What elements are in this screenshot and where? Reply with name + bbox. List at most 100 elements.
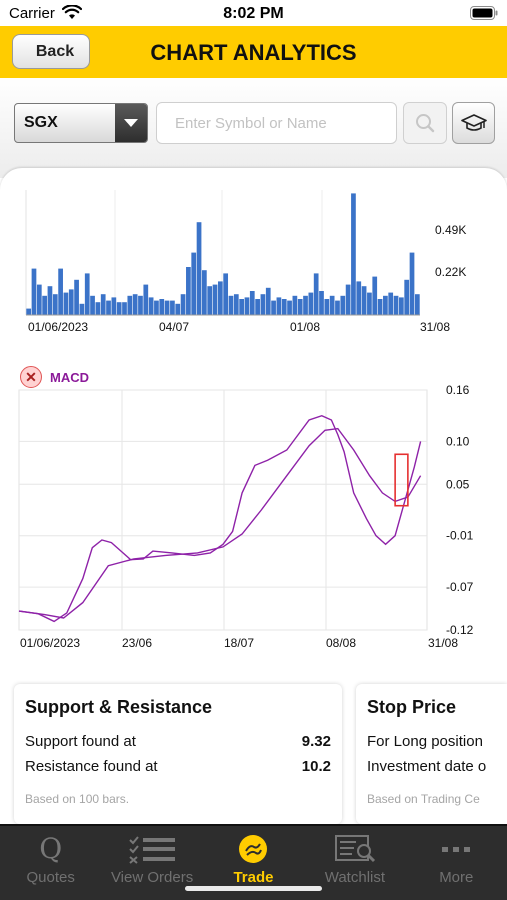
volume-bar (143, 284, 149, 315)
volume-bar (409, 252, 415, 315)
volume-bar (36, 284, 42, 315)
support-row: Support found at 9.32 (25, 733, 331, 750)
volume-bar (297, 299, 303, 315)
tab-label: Trade (233, 869, 274, 886)
volume-bar (196, 222, 202, 315)
back-button-label: Back (35, 42, 75, 60)
tab-view-orders[interactable]: View Orders (101, 826, 202, 888)
volume-bar (367, 292, 372, 315)
exchange-value: SGX (24, 114, 58, 131)
symbol-toolbar: SGX (0, 78, 507, 178)
tab-trade[interactable]: Trade (203, 826, 304, 888)
app-header: Back CHART ANALYTICS (0, 26, 507, 78)
volume-bar (84, 273, 90, 315)
volume-bar (265, 287, 271, 315)
y-tick-label: 0.16 (446, 383, 470, 397)
tab-label: View Orders (110, 869, 194, 886)
macd-series-line (18, 427, 422, 619)
volume-bar (361, 286, 367, 315)
volume-bar (202, 270, 207, 315)
volume-bar (217, 281, 223, 315)
volume-bar (154, 300, 159, 315)
card-note: Based on Trading Ce (367, 792, 480, 806)
volume-bar (223, 273, 229, 315)
volume-bar (170, 300, 175, 315)
volume-bar (148, 297, 154, 315)
y-tick-label: 0.05 (446, 477, 470, 491)
volume-bar (404, 279, 410, 315)
volume-bar (106, 300, 111, 315)
volume-bar (287, 300, 292, 315)
x-tick-label: 01/08 (290, 320, 320, 334)
volume-bar (335, 300, 340, 315)
y-tick-label: -0.01 (446, 529, 474, 543)
stop-price-card[interactable]: Stop Price For Long position Investment … (356, 684, 507, 824)
volume-bar (372, 276, 378, 315)
volume-bar (159, 299, 165, 315)
close-icon[interactable]: ✕ (20, 366, 42, 388)
volume-bar (111, 297, 117, 315)
symbol-search-input[interactable] (156, 102, 397, 144)
macd-series-line (18, 414, 422, 623)
volume-bar (414, 294, 420, 315)
x-tick-label: 31/08 (420, 320, 450, 334)
volume-bar (260, 294, 266, 315)
volume-bar (303, 295, 308, 315)
x-tick-label: 01/06/2023 (28, 320, 88, 334)
volume-bar (239, 299, 244, 315)
support-resistance-card: Support & Resistance Support found at 9.… (14, 684, 342, 824)
tab-quotes[interactable]: Q Quotes (0, 826, 101, 888)
volume-bar (233, 294, 239, 315)
search-button[interactable] (403, 102, 447, 144)
tab-label: Quotes (26, 869, 75, 886)
volume-bar (340, 295, 346, 315)
x-tick-label: 01/06/2023 (20, 636, 80, 650)
volume-bar (58, 268, 63, 315)
card-note: Based on 100 bars. (25, 792, 130, 806)
tab-watchlist[interactable]: Watchlist (304, 826, 405, 888)
volume-bar (244, 297, 250, 315)
volume-bar (207, 286, 213, 315)
volume-bar (180, 294, 186, 315)
volume-bar (324, 299, 330, 315)
back-button[interactable]: Back (12, 34, 90, 69)
volume-bar (138, 295, 143, 315)
volume-bar (47, 286, 53, 315)
quotes-icon: Q (39, 832, 63, 865)
volume-bar (393, 295, 399, 315)
watchlist-icon (304, 834, 405, 864)
search-icon (416, 114, 435, 133)
volume-bar (52, 294, 58, 315)
resistance-row: Resistance found at 10.2 (25, 758, 331, 775)
volume-bar (319, 291, 324, 315)
clock: 8:02 PM (223, 5, 284, 22)
volume-bar (127, 295, 133, 315)
volume-bar (26, 308, 32, 315)
volume-bar (132, 294, 138, 315)
volume-bar (191, 252, 197, 315)
more-icon (406, 834, 507, 864)
trade-icon (203, 834, 304, 864)
support-value: 9.32 (301, 733, 331, 750)
volume-bar (228, 295, 234, 315)
macd-legend: ✕ MACD (20, 366, 89, 388)
volume-bar (31, 268, 37, 315)
x-tick-label: 31/08 (428, 636, 458, 650)
exchange-select[interactable]: SGX (14, 103, 148, 143)
volume-bar (308, 292, 314, 315)
y-tick-label: -0.07 (446, 580, 474, 594)
volume-bar (186, 267, 191, 315)
exchange-dropdown-button[interactable] (115, 104, 147, 142)
wifi-icon (62, 5, 82, 19)
volume-bar (313, 273, 319, 315)
macd-frame (18, 389, 428, 631)
tab-more[interactable]: More (406, 826, 507, 888)
volume-chart: 0.49K 0.22K 01/06/2023 04/07 01/08 31/08 (25, 190, 466, 334)
y-tick-label: -0.12 (446, 623, 474, 637)
resistance-value: 10.2 (301, 758, 331, 775)
volume-bar (255, 299, 260, 315)
volume-bar (249, 291, 255, 315)
learn-button[interactable] (452, 102, 495, 144)
volume-bar (329, 295, 335, 315)
volume-bar (79, 303, 85, 315)
